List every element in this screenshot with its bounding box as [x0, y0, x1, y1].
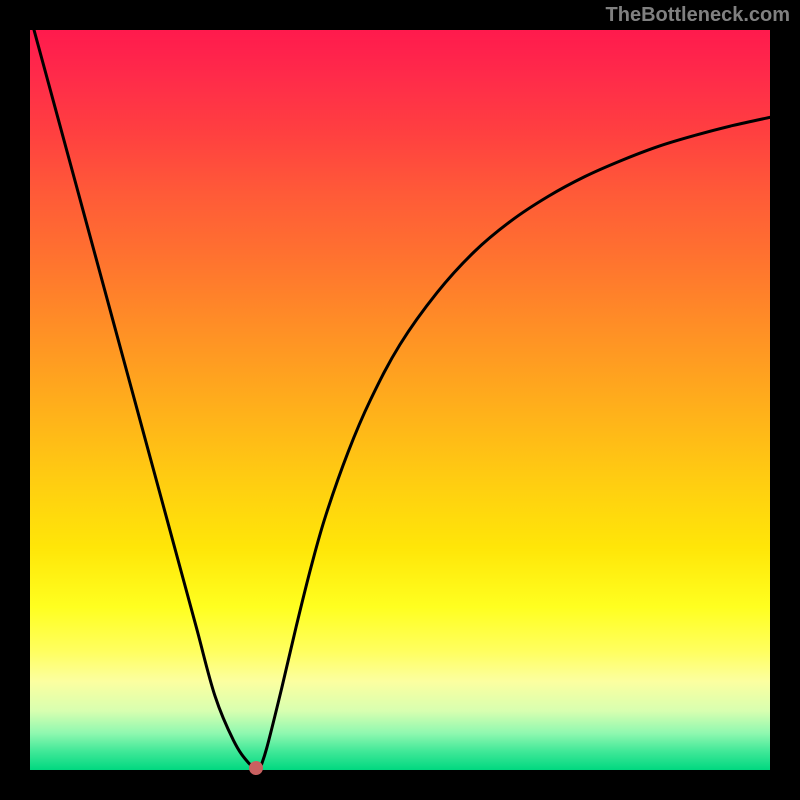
- curve-svg: [30, 30, 770, 770]
- curve-left-branch: [30, 30, 259, 770]
- plot-area: [30, 30, 770, 770]
- curve-right-branch: [259, 117, 770, 770]
- minimum-marker: [249, 761, 263, 775]
- watermark-text: TheBottleneck.com: [606, 4, 790, 27]
